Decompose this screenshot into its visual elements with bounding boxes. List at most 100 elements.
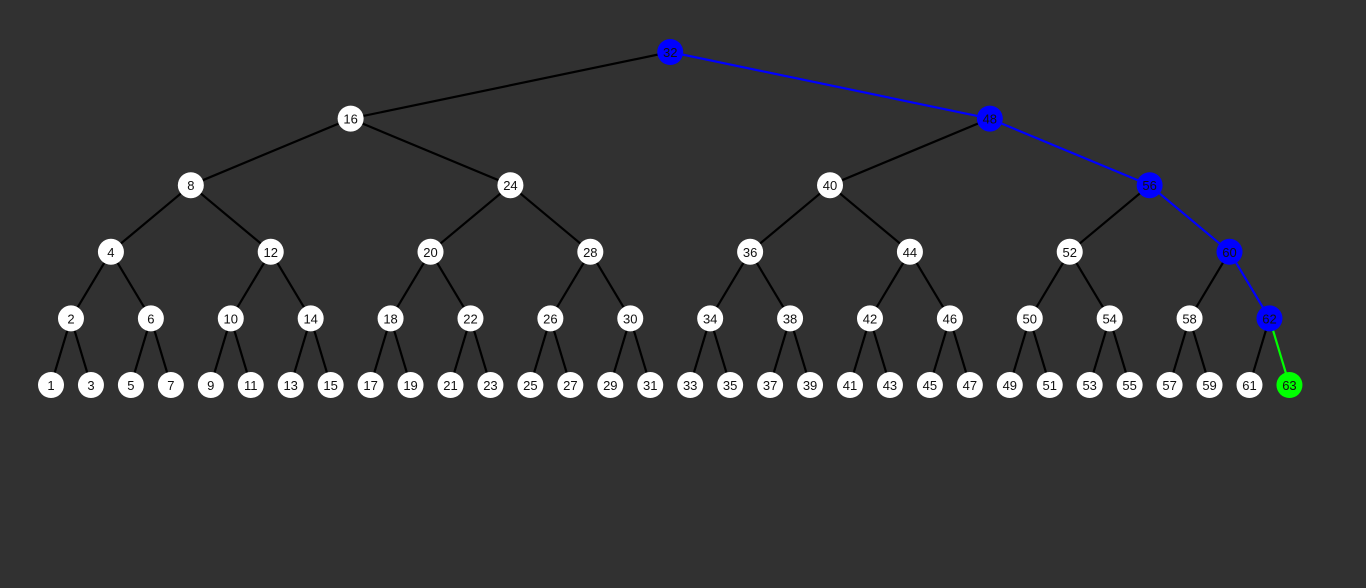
node-circle xyxy=(477,372,504,398)
node-circle xyxy=(1156,372,1183,398)
tree-node-34[interactable]: 34 xyxy=(697,305,724,332)
tree-node-5[interactable]: 5 xyxy=(117,372,144,398)
edge-8-12 xyxy=(190,184,272,253)
node-label: 27 xyxy=(563,378,577,393)
tree-node-35[interactable]: 35 xyxy=(717,372,744,398)
tree-node-39[interactable]: 39 xyxy=(797,372,824,398)
tree-node-51[interactable]: 51 xyxy=(1036,372,1063,398)
node-circle xyxy=(517,372,544,398)
tree-node-38[interactable]: 38 xyxy=(777,305,804,332)
node-label: 23 xyxy=(483,378,497,393)
tree-node-11[interactable]: 11 xyxy=(237,372,264,398)
tree-node-61[interactable]: 61 xyxy=(1236,372,1263,398)
tree-node-18[interactable]: 18 xyxy=(377,305,404,332)
tree-node-1[interactable]: 1 xyxy=(38,372,64,398)
tree-node-14[interactable]: 14 xyxy=(297,305,324,332)
tree-node-30[interactable]: 30 xyxy=(617,305,644,332)
node-circle xyxy=(217,305,244,332)
tree-node-42[interactable]: 42 xyxy=(856,305,883,332)
tree-node-55[interactable]: 55 xyxy=(1116,372,1143,398)
node-circle xyxy=(377,305,404,332)
tree-node-57[interactable]: 57 xyxy=(1156,372,1183,398)
tree-node-32[interactable]: 32 xyxy=(657,39,684,65)
node-label: 50 xyxy=(1023,311,1037,326)
node-circle xyxy=(117,372,144,398)
node-circle xyxy=(597,372,624,398)
tree-node-49[interactable]: 49 xyxy=(996,372,1023,398)
tree-node-62[interactable]: 62 xyxy=(1256,305,1283,332)
node-circle xyxy=(876,372,903,398)
tree-node-27[interactable]: 27 xyxy=(557,372,584,398)
node-label: 62 xyxy=(1262,311,1276,326)
tree-node-37[interactable]: 37 xyxy=(757,372,784,398)
tree-node-4[interactable]: 4 xyxy=(97,238,124,265)
node-circle xyxy=(197,372,224,398)
tree-node-45[interactable]: 45 xyxy=(916,372,943,398)
tree-node-53[interactable]: 53 xyxy=(1076,372,1103,398)
edge-24-20 xyxy=(429,184,512,253)
tree-node-41[interactable]: 41 xyxy=(837,372,863,398)
tree-node-52[interactable]: 52 xyxy=(1056,238,1083,265)
tree-node-16[interactable]: 16 xyxy=(337,105,364,132)
tree-node-36[interactable]: 36 xyxy=(737,238,764,265)
tree-node-31[interactable]: 31 xyxy=(637,372,664,398)
node-circle xyxy=(577,238,604,265)
tree-node-13[interactable]: 13 xyxy=(277,372,304,398)
tree-node-8[interactable]: 8 xyxy=(177,172,204,199)
tree-node-54[interactable]: 54 xyxy=(1096,305,1123,332)
tree-node-9[interactable]: 9 xyxy=(197,372,224,398)
node-label: 25 xyxy=(523,378,537,393)
tree-node-40[interactable]: 40 xyxy=(817,172,844,199)
tree-node-44[interactable]: 44 xyxy=(896,238,923,265)
tree-node-59[interactable]: 59 xyxy=(1196,372,1223,398)
tree-node-15[interactable]: 15 xyxy=(317,372,344,398)
tree-node-33[interactable]: 33 xyxy=(677,372,704,398)
node-circle xyxy=(777,305,804,332)
node-circle xyxy=(38,372,64,398)
tree-node-10[interactable]: 10 xyxy=(217,305,244,332)
node-circle xyxy=(916,372,943,398)
node-label: 49 xyxy=(1003,378,1017,393)
tree-node-17[interactable]: 17 xyxy=(357,372,384,398)
tree-node-20[interactable]: 20 xyxy=(417,238,444,265)
tree-node-19[interactable]: 19 xyxy=(397,372,424,398)
tree-node-12[interactable]: 12 xyxy=(257,238,284,265)
tree-node-28[interactable]: 28 xyxy=(577,238,604,265)
tree-node-56[interactable]: 56 xyxy=(1136,172,1163,199)
node-circle xyxy=(297,305,324,332)
node-label: 20 xyxy=(423,245,437,260)
node-circle xyxy=(697,305,724,332)
tree-node-50[interactable]: 50 xyxy=(1016,305,1043,332)
tree-node-6[interactable]: 6 xyxy=(137,305,164,332)
tree-node-48[interactable]: 48 xyxy=(976,105,1003,132)
tree-node-24[interactable]: 24 xyxy=(497,172,524,199)
tree-node-26[interactable]: 26 xyxy=(537,305,564,332)
node-label: 11 xyxy=(244,378,258,393)
node-label: 38 xyxy=(783,311,797,326)
tree-node-23[interactable]: 23 xyxy=(477,372,504,398)
node-label: 3 xyxy=(87,378,94,393)
node-label: 59 xyxy=(1202,378,1216,393)
node-circle xyxy=(157,372,184,398)
node-circle xyxy=(417,238,444,265)
tree-node-25[interactable]: 25 xyxy=(517,372,544,398)
tree-node-22[interactable]: 22 xyxy=(457,305,484,332)
node-circle xyxy=(257,238,284,265)
tree-node-21[interactable]: 21 xyxy=(437,372,464,398)
tree-node-7[interactable]: 7 xyxy=(157,372,184,398)
node-label: 35 xyxy=(723,378,737,393)
tree-node-46[interactable]: 46 xyxy=(936,305,963,332)
tree-node-3[interactable]: 3 xyxy=(77,372,104,398)
tree-node-43[interactable]: 43 xyxy=(876,372,903,398)
tree-node-29[interactable]: 29 xyxy=(597,372,624,398)
node-circle xyxy=(137,305,164,332)
tree-node-58[interactable]: 58 xyxy=(1176,305,1203,332)
tree-edges xyxy=(49,50,1291,386)
node-circle xyxy=(77,372,104,398)
tree-node-47[interactable]: 47 xyxy=(956,372,983,398)
tree-node-63[interactable]: 63 xyxy=(1276,372,1303,398)
tree-node-2[interactable]: 2 xyxy=(57,305,84,332)
node-label: 8 xyxy=(187,178,194,193)
tree-node-60[interactable]: 60 xyxy=(1216,238,1243,265)
